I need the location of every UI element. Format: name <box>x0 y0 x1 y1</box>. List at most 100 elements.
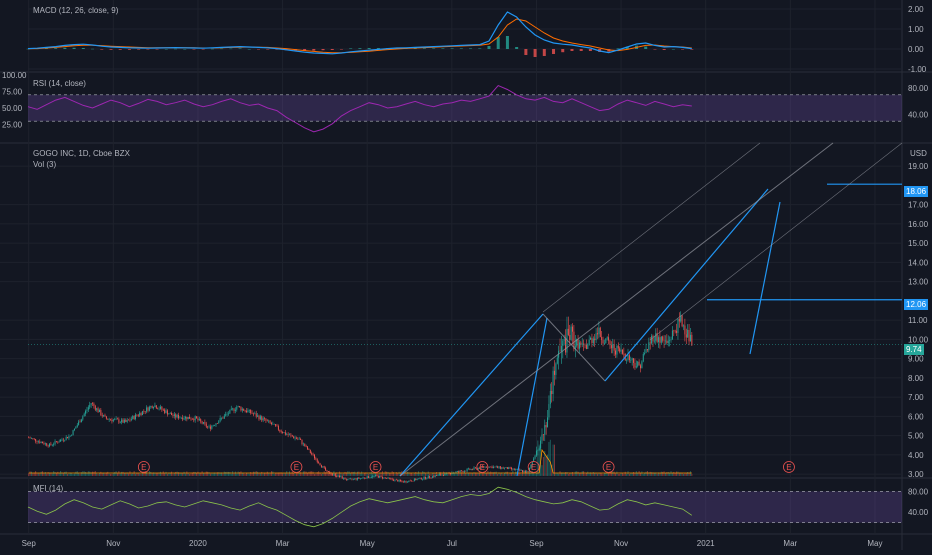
candle-body[interactable] <box>147 407 149 411</box>
candle-body[interactable] <box>677 318 679 333</box>
candle-body[interactable] <box>104 415 106 417</box>
candle-body[interactable] <box>377 475 379 478</box>
candle-body[interactable] <box>598 327 600 335</box>
candle-body[interactable] <box>344 477 346 480</box>
candle-body[interactable] <box>67 436 69 439</box>
candle-body[interactable] <box>402 481 404 483</box>
candle-body[interactable] <box>395 479 397 481</box>
earnings-marker[interactable] <box>527 461 540 473</box>
candle-body[interactable] <box>186 416 188 420</box>
candle-body[interactable] <box>648 342 650 351</box>
candle-body[interactable] <box>308 449 310 451</box>
channel-lower[interactable] <box>649 142 903 341</box>
candle-body[interactable] <box>631 358 633 361</box>
candle-body[interactable] <box>284 432 286 435</box>
candle-body[interactable] <box>311 453 313 455</box>
candle-body[interactable] <box>381 476 383 479</box>
candle-body[interactable] <box>674 330 676 332</box>
candle-body[interactable] <box>234 409 236 411</box>
candle-body[interactable] <box>640 365 641 369</box>
candle-body[interactable] <box>250 409 252 413</box>
candle-body[interactable] <box>563 338 565 341</box>
candle-body[interactable] <box>495 466 497 468</box>
candle-body[interactable] <box>584 344 586 346</box>
candle-body[interactable] <box>671 330 673 340</box>
candle-body[interactable] <box>358 477 360 479</box>
candle-body[interactable] <box>28 437 30 439</box>
candle-body[interactable] <box>347 478 349 480</box>
candle-body[interactable] <box>153 407 155 409</box>
candle-body[interactable] <box>578 342 580 349</box>
candle-body[interactable] <box>110 419 112 420</box>
candle-body[interactable] <box>168 413 170 415</box>
candle-body[interactable] <box>474 467 476 469</box>
candle-body[interactable] <box>638 361 640 366</box>
candle-body[interactable] <box>516 469 518 470</box>
candle-body[interactable] <box>506 467 508 469</box>
candle-body[interactable] <box>111 419 113 422</box>
trendline-rise-3[interactable] <box>604 188 769 382</box>
candle-body[interactable] <box>350 478 352 480</box>
candle-body[interactable] <box>592 338 594 343</box>
candle-body[interactable] <box>30 438 32 439</box>
candle-body[interactable] <box>54 441 56 445</box>
candle-body[interactable] <box>162 409 164 411</box>
candle-body[interactable] <box>160 406 161 409</box>
candle-body[interactable] <box>209 426 211 429</box>
candle-body[interactable] <box>420 477 422 480</box>
candle-body[interactable] <box>372 476 374 478</box>
candle-body[interactable] <box>394 479 396 481</box>
candle-body[interactable] <box>502 467 504 469</box>
candle-body[interactable] <box>492 466 494 469</box>
candle-body[interactable] <box>236 406 238 410</box>
candle-body[interactable] <box>666 340 668 344</box>
candle-body[interactable] <box>340 476 342 478</box>
candle-body[interactable] <box>85 410 87 414</box>
candle-body[interactable] <box>649 342 651 344</box>
candle-body[interactable] <box>673 330 675 332</box>
candle-body[interactable] <box>602 340 604 344</box>
candle-body[interactable] <box>430 477 432 479</box>
candle-body[interactable] <box>37 441 39 443</box>
candle-body[interactable] <box>176 414 178 418</box>
candle-body[interactable] <box>283 432 285 433</box>
candle-body[interactable] <box>40 442 42 443</box>
candle-body[interactable] <box>520 470 522 471</box>
mfi-line[interactable] <box>27 486 693 528</box>
candle-body[interactable] <box>57 441 59 443</box>
candle-body[interactable] <box>76 424 78 428</box>
candle-body[interactable] <box>552 370 554 395</box>
candle-body[interactable] <box>107 418 109 420</box>
candle-body[interactable] <box>144 411 146 412</box>
candle-body[interactable] <box>32 438 34 439</box>
earnings-marker[interactable] <box>783 461 795 473</box>
candle-body[interactable] <box>291 435 293 437</box>
candle-body[interactable] <box>497 466 499 468</box>
candle-body[interactable] <box>404 481 406 483</box>
candle-body[interactable] <box>548 404 550 418</box>
candle-body[interactable] <box>486 466 487 468</box>
candle-body[interactable] <box>164 409 166 413</box>
candle-body[interactable] <box>588 339 590 345</box>
candle-body[interactable] <box>116 418 118 420</box>
candle-body[interactable] <box>345 479 347 480</box>
earnings-marker[interactable] <box>290 461 303 473</box>
candle-body[interactable] <box>146 407 148 412</box>
candle-body[interactable] <box>549 390 551 405</box>
candle-body[interactable] <box>266 420 268 422</box>
candle-body[interactable] <box>620 349 622 352</box>
candle-body[interactable] <box>635 366 637 368</box>
candle-body[interactable] <box>384 477 386 479</box>
candle-body[interactable] <box>530 464 532 468</box>
candle-body[interactable] <box>166 410 168 415</box>
candle-body[interactable] <box>688 329 690 342</box>
candle-body[interactable] <box>408 480 410 483</box>
candle-body[interactable] <box>50 443 52 445</box>
candle-body[interactable] <box>676 330 678 333</box>
candle-body[interactable] <box>527 471 529 472</box>
candle-body[interactable] <box>619 348 621 352</box>
candle-body[interactable] <box>193 419 195 421</box>
candle-body[interactable] <box>365 478 367 479</box>
candle-body[interactable] <box>273 424 275 425</box>
candle-body[interactable] <box>369 477 371 479</box>
